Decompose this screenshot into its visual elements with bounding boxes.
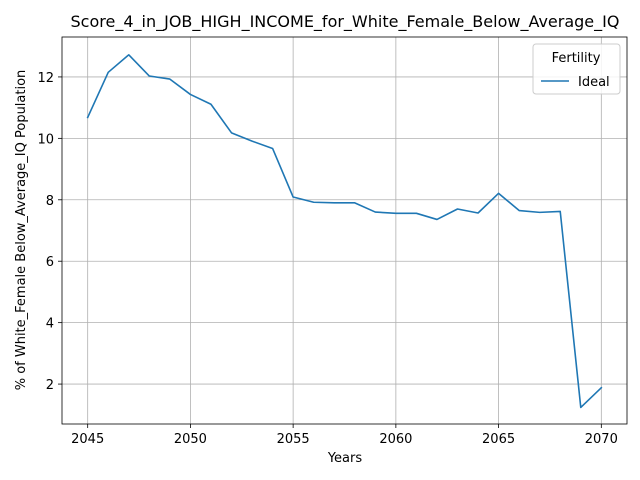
data-point — [498, 193, 500, 195]
data-point — [107, 72, 109, 74]
legend-label-ideal: Ideal — [578, 75, 610, 90]
y-tick-label: 6 — [46, 255, 54, 270]
data-point — [457, 208, 459, 210]
data-point — [518, 210, 520, 212]
data-point — [375, 211, 377, 213]
y-tick-label: 12 — [37, 71, 54, 86]
data-point — [190, 94, 192, 96]
legend: Fertility Ideal — [532, 43, 621, 95]
x-tick-label: 2045 — [71, 432, 104, 447]
x-tick-label: 2050 — [174, 432, 207, 447]
y-tick-label: 4 — [46, 317, 54, 332]
data-point — [87, 117, 89, 119]
series-group — [86, 54, 603, 409]
data-point — [128, 54, 130, 56]
data-point — [251, 140, 253, 142]
series-line-ideal — [86, 54, 603, 409]
x-tick-label: 2060 — [379, 432, 412, 447]
y-tick-label: 2 — [46, 378, 54, 393]
legend-title: Fertility — [552, 51, 601, 66]
x-tick-label: 2070 — [585, 432, 618, 447]
data-point — [354, 202, 356, 204]
data-point — [169, 78, 171, 80]
data-point — [333, 202, 335, 204]
x-tick-label: 2065 — [482, 432, 515, 447]
grid-lines — [62, 37, 627, 424]
data-point — [559, 211, 561, 213]
x-axis-ticks: 2045 2050 2055 2060 2065 2070 — [71, 424, 618, 447]
data-point — [477, 212, 479, 214]
data-point — [601, 387, 603, 389]
data-point — [272, 148, 274, 150]
y-tick-label: 8 — [46, 194, 54, 209]
data-point — [210, 103, 212, 105]
data-point — [292, 196, 294, 198]
y-axis-label: % of White_Female Below_Average_IQ Popul… — [14, 70, 29, 391]
chart-title: Score_4_in_JOB_HIGH_INCOME_for_White_Fem… — [71, 12, 620, 32]
plot-area — [61, 36, 628, 425]
y-tick-label: 10 — [37, 132, 54, 147]
y-axis-ticks: 2 4 6 8 10 12 — [37, 71, 62, 393]
data-point — [539, 212, 541, 214]
data-point — [231, 132, 233, 134]
data-point — [149, 75, 151, 77]
data-point — [416, 213, 418, 215]
data-point — [580, 407, 582, 409]
x-tick-label: 2055 — [277, 432, 310, 447]
x-axis-label: Years — [327, 451, 363, 466]
data-point — [395, 213, 397, 215]
data-point — [436, 219, 438, 221]
data-point — [313, 201, 315, 203]
